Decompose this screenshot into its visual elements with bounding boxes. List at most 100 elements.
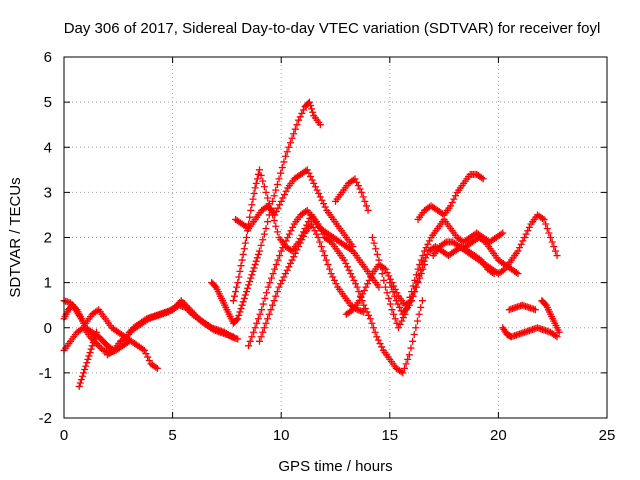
data-point-interp bbox=[329, 273, 337, 281]
data-point-interp bbox=[415, 272, 423, 280]
data-point-interp bbox=[254, 315, 262, 323]
y-tick-label: 0 bbox=[44, 320, 52, 337]
data-point-interp bbox=[259, 300, 267, 308]
data-point-interp bbox=[367, 273, 375, 281]
data-point bbox=[405, 351, 413, 359]
data-point bbox=[295, 116, 303, 124]
data-point-interp bbox=[261, 294, 269, 302]
data-point bbox=[386, 279, 394, 287]
data-point-interp bbox=[452, 192, 460, 200]
data-point bbox=[288, 134, 296, 142]
data-point bbox=[392, 297, 400, 305]
data-point-interp bbox=[142, 350, 150, 358]
data-point-interp bbox=[517, 240, 525, 248]
data-point-interp bbox=[425, 237, 433, 245]
series-track-17 bbox=[414, 170, 487, 223]
data-point bbox=[479, 175, 487, 183]
data-point bbox=[316, 121, 324, 129]
data-point-interp bbox=[370, 239, 378, 247]
data-point-interp bbox=[348, 273, 356, 281]
data-point bbox=[514, 270, 522, 278]
data-point-interp bbox=[360, 287, 368, 295]
data-point-interp bbox=[85, 352, 93, 360]
data-point-interp bbox=[404, 355, 412, 363]
data-point-interp bbox=[93, 307, 101, 315]
data-point-interp bbox=[280, 158, 288, 166]
data-point-interp bbox=[296, 239, 304, 247]
data-point-interp bbox=[260, 183, 268, 191]
data-point-interp bbox=[409, 292, 417, 300]
data-point-interp bbox=[145, 356, 153, 364]
x-tick-label: 5 bbox=[168, 427, 176, 444]
data-point bbox=[303, 166, 311, 174]
data-point-interp bbox=[417, 266, 425, 274]
data-point-interp bbox=[233, 283, 241, 291]
data-point bbox=[547, 234, 555, 241]
data-point-interp bbox=[438, 210, 446, 218]
data-point-interp bbox=[269, 270, 277, 278]
data-point-interp bbox=[244, 284, 252, 292]
data-point-interp bbox=[89, 338, 97, 346]
data-point-interp bbox=[270, 297, 278, 305]
data-point-interp bbox=[312, 230, 320, 238]
data-point bbox=[381, 283, 389, 291]
data-point-interp bbox=[260, 230, 268, 238]
data-point-interp bbox=[139, 345, 147, 353]
data-point-interp bbox=[236, 308, 244, 316]
data-point-interp bbox=[362, 202, 370, 210]
y-tick-label: 5 bbox=[44, 94, 52, 111]
data-point-interp bbox=[321, 203, 329, 211]
data-point-interp bbox=[241, 291, 249, 299]
data-point bbox=[353, 283, 361, 291]
series-track-18 bbox=[429, 211, 561, 278]
data-point-interp bbox=[354, 182, 362, 190]
data-point bbox=[75, 382, 83, 390]
data-point bbox=[553, 252, 561, 260]
data-point bbox=[366, 315, 374, 323]
data-point-interp bbox=[550, 243, 558, 251]
data-point bbox=[84, 355, 92, 363]
data-point-interp bbox=[250, 190, 258, 198]
data-point-interp bbox=[391, 315, 399, 323]
data-point-interp bbox=[277, 169, 285, 177]
data-point bbox=[418, 297, 426, 305]
data-point-interp bbox=[267, 274, 275, 282]
data-point-interp bbox=[347, 307, 355, 315]
data-point-interp bbox=[272, 208, 280, 216]
data-point-interp bbox=[373, 250, 381, 258]
series-track-11 bbox=[245, 206, 383, 350]
data-point-interp bbox=[286, 246, 294, 254]
data-point bbox=[295, 243, 303, 251]
data-point-interp bbox=[235, 273, 243, 281]
data-point-interp bbox=[289, 223, 297, 231]
data-point bbox=[360, 301, 368, 309]
data-point-interp bbox=[248, 333, 256, 341]
data-point-interp bbox=[311, 183, 319, 191]
data-point-interp bbox=[345, 266, 353, 274]
data-point-interp bbox=[298, 109, 306, 117]
data-point bbox=[305, 98, 313, 106]
data-point-interp bbox=[249, 195, 257, 203]
data-point-interp bbox=[309, 223, 317, 231]
data-point-interp bbox=[299, 106, 307, 114]
data-point bbox=[80, 369, 88, 377]
data-point-interp bbox=[272, 186, 280, 194]
data-point bbox=[255, 337, 263, 345]
data-point bbox=[314, 234, 322, 241]
data-point-interp bbox=[252, 179, 260, 187]
data-point-interp bbox=[276, 201, 284, 209]
data-point-interp bbox=[326, 265, 334, 273]
data-point-interp bbox=[273, 180, 281, 188]
data-point bbox=[381, 265, 389, 273]
data-point bbox=[255, 166, 263, 174]
data-point-interp bbox=[293, 121, 301, 129]
data-layer bbox=[60, 98, 563, 390]
series-track-10 bbox=[232, 166, 357, 251]
data-point bbox=[251, 184, 259, 192]
data-point-interp bbox=[282, 237, 290, 245]
data-point bbox=[93, 328, 101, 336]
data-point-interp bbox=[522, 230, 530, 238]
data-point-interp bbox=[267, 306, 275, 314]
data-point-interp bbox=[424, 240, 432, 248]
data-point-interp bbox=[308, 105, 316, 113]
